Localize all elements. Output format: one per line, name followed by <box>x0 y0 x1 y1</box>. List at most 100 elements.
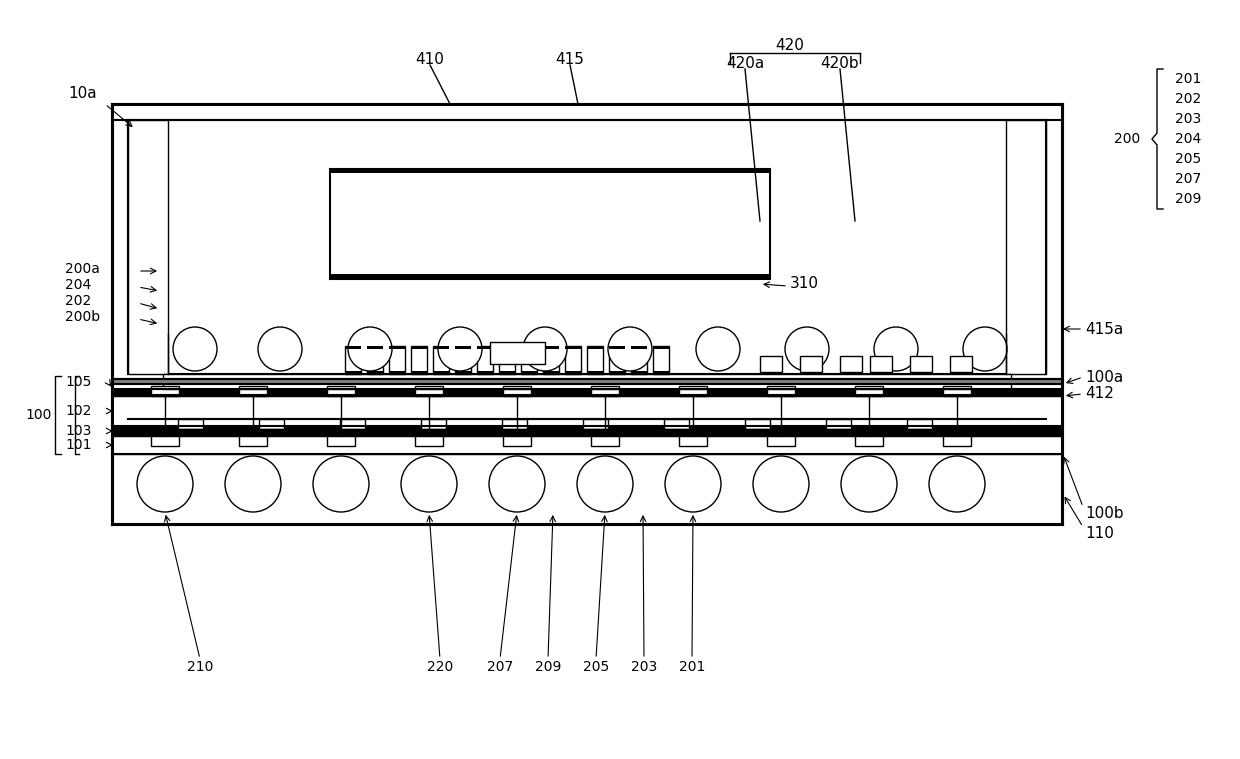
Bar <box>455 346 471 374</box>
Bar <box>663 419 689 429</box>
Bar <box>330 169 770 173</box>
Text: 207: 207 <box>1176 172 1202 186</box>
Text: 102: 102 <box>64 404 92 418</box>
Bar <box>583 419 608 429</box>
Bar <box>565 371 582 374</box>
Circle shape <box>753 456 808 512</box>
Text: 105: 105 <box>64 375 92 389</box>
Text: 415: 415 <box>556 52 584 67</box>
Bar <box>128 120 167 374</box>
Circle shape <box>665 456 720 512</box>
Bar <box>112 379 1061 384</box>
Bar <box>498 371 515 374</box>
Bar <box>631 371 647 374</box>
Bar <box>950 356 972 372</box>
Bar <box>870 356 892 372</box>
Text: 207: 207 <box>487 660 513 674</box>
Bar <box>653 346 670 374</box>
Circle shape <box>874 327 918 371</box>
Bar <box>503 386 531 396</box>
Circle shape <box>438 327 482 371</box>
Text: 201: 201 <box>678 660 706 674</box>
Bar <box>768 436 795 446</box>
Bar <box>587 346 603 349</box>
Bar <box>543 346 559 349</box>
Text: 202: 202 <box>64 294 92 308</box>
Text: 201: 201 <box>1176 72 1202 86</box>
Bar <box>162 389 1011 395</box>
Bar <box>455 371 471 374</box>
Text: 202: 202 <box>1176 92 1202 106</box>
Circle shape <box>312 456 370 512</box>
Text: 209: 209 <box>534 660 562 674</box>
Bar <box>162 395 1011 419</box>
Bar <box>503 436 531 446</box>
Text: 100: 100 <box>25 408 51 422</box>
Text: 110: 110 <box>1085 527 1114 541</box>
Bar <box>327 436 355 446</box>
Circle shape <box>174 327 217 371</box>
Circle shape <box>963 327 1007 371</box>
Text: 205: 205 <box>583 660 609 674</box>
Circle shape <box>785 327 830 371</box>
Circle shape <box>841 456 897 512</box>
Bar <box>151 436 179 446</box>
Bar <box>330 169 770 279</box>
Bar <box>112 104 1061 120</box>
Text: 101: 101 <box>64 438 92 452</box>
Circle shape <box>258 327 303 371</box>
Bar <box>128 120 1047 374</box>
Bar <box>653 346 670 349</box>
Bar <box>521 346 537 349</box>
Text: 100b: 100b <box>1085 506 1123 521</box>
Bar <box>910 356 932 372</box>
Circle shape <box>489 456 546 512</box>
Circle shape <box>523 327 567 371</box>
Bar <box>498 346 515 349</box>
Bar <box>856 436 883 446</box>
Text: 210: 210 <box>187 660 213 674</box>
Circle shape <box>136 456 193 512</box>
Bar <box>856 386 883 396</box>
Bar <box>179 419 203 429</box>
Text: 300: 300 <box>720 203 749 219</box>
Bar <box>609 346 625 374</box>
Bar <box>367 346 383 374</box>
Text: 415a: 415a <box>1085 322 1123 336</box>
Bar <box>345 346 361 349</box>
Bar <box>433 346 449 349</box>
Circle shape <box>224 456 281 512</box>
Text: 200a: 200a <box>64 262 100 276</box>
Text: 420b: 420b <box>821 55 859 71</box>
Text: 103: 103 <box>64 424 92 438</box>
Bar <box>498 346 515 374</box>
Text: 420: 420 <box>775 39 805 53</box>
Circle shape <box>401 456 458 512</box>
Bar <box>680 386 707 396</box>
Text: 203: 203 <box>631 660 657 674</box>
Bar <box>128 389 1047 395</box>
Bar <box>800 356 822 372</box>
Bar <box>631 346 647 374</box>
Bar <box>591 436 619 446</box>
Bar <box>367 346 383 349</box>
Text: 204: 204 <box>1176 132 1202 146</box>
Bar <box>239 386 267 396</box>
Bar <box>259 419 284 429</box>
Bar <box>543 346 559 374</box>
Bar <box>112 436 1061 454</box>
Bar <box>477 346 494 349</box>
Bar <box>112 104 1061 120</box>
Bar <box>410 346 427 349</box>
Bar <box>340 419 365 429</box>
Bar <box>433 371 449 374</box>
Bar <box>410 371 427 374</box>
Bar <box>415 436 443 446</box>
Bar <box>587 371 603 374</box>
Bar <box>565 346 582 349</box>
Bar <box>112 388 1061 396</box>
Bar <box>502 419 527 429</box>
Bar <box>760 356 782 372</box>
Text: 420a: 420a <box>725 55 764 71</box>
Bar <box>422 419 446 429</box>
